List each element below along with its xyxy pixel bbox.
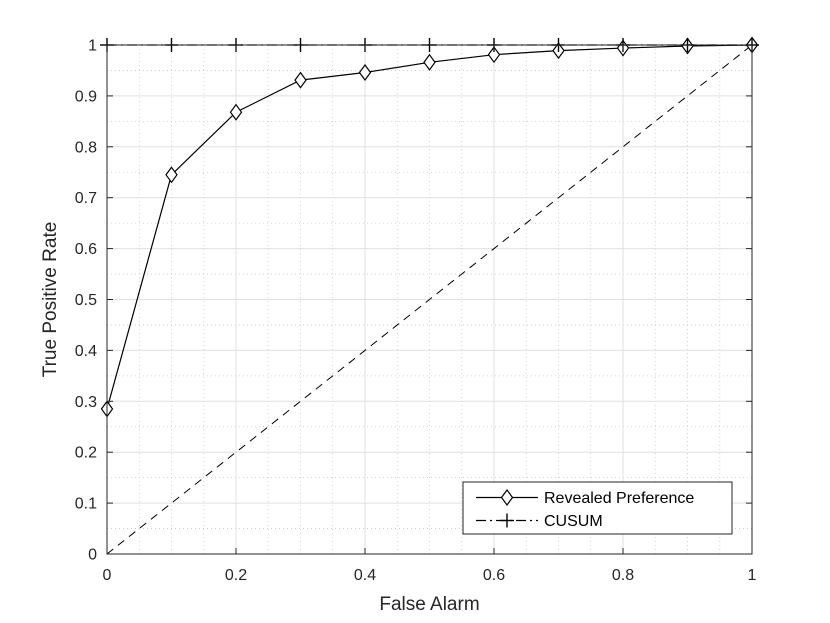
x-tick-label: 0 [103, 567, 112, 584]
minor-grid [107, 45, 752, 554]
x-tick-label: 0.6 [483, 567, 505, 584]
y-tick-label: 0.9 [75, 88, 97, 105]
y-tick-label: 0 [88, 547, 97, 564]
y-tick-label: 0.3 [75, 394, 97, 411]
major-grid [107, 45, 752, 554]
y-tick-labels: 0 0.1 0.2 0.3 0.4 0.5 0.6 0.7 0.8 0.9 1 [75, 38, 97, 564]
diamond-marker [165, 166, 178, 184]
diamond-marker [229, 103, 243, 121]
x-tick-label: 0.2 [225, 567, 247, 584]
y-tick-label: 0.6 [75, 241, 97, 258]
y-tick-label: 0.4 [75, 343, 97, 360]
x-tick-label: 0.8 [612, 567, 634, 584]
y-tick-label: 0.1 [75, 496, 97, 513]
y-tick-label: 1 [88, 38, 97, 55]
x-tick-label: 0.4 [354, 567, 376, 584]
diamond-marker [423, 53, 436, 71]
y-tick-label: 0.8 [75, 139, 97, 156]
diamond-marker [294, 71, 307, 89]
legend-entry: Revealed Preference [476, 488, 694, 507]
diamond-marker [487, 46, 501, 64]
tick-marks [106, 44, 753, 555]
reference-diagonal [106, 44, 753, 555]
series-revealed-preference [100, 36, 759, 418]
legend-label: Revealed Preference [544, 490, 694, 507]
y-axis-label: True Positive Rate [40, 222, 61, 378]
y-tick-label: 0.7 [75, 190, 97, 207]
reference-diagonal-line [106, 44, 753, 555]
diamond-marker [358, 63, 372, 82]
legend-items: Revealed Preference CUSUM [476, 488, 694, 530]
y-tick-label: 0.2 [75, 445, 97, 462]
legend: Revealed Preference CUSUM [462, 481, 733, 535]
diamond-marker [500, 488, 514, 507]
x-tick-labels: 0 0.2 0.4 0.6 0.8 1 [103, 567, 757, 584]
x-axis-label: False Alarm [379, 594, 479, 615]
plus-marker [500, 513, 514, 528]
x-tick-label: 1 [748, 567, 757, 584]
legend-entry: CUSUM [476, 513, 603, 530]
y-tick-label: 0.5 [75, 292, 97, 309]
legend-label: CUSUM [544, 513, 603, 530]
